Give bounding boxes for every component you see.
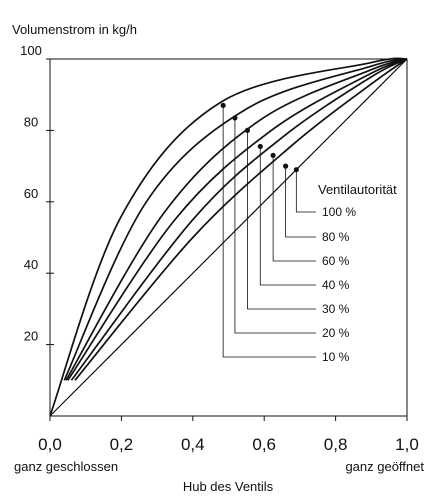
series-label-80: 80 % [322, 230, 350, 244]
y-tick-label: 20 [24, 329, 38, 344]
series-label-100: 100 % [322, 205, 356, 219]
curve-markers [220, 102, 299, 173]
marker-20 [232, 115, 238, 121]
curve-10 [49, 57, 408, 417]
valve-curves [49, 57, 408, 417]
x-tick-label: 0,2 [110, 435, 134, 454]
label-leaders [222, 105, 316, 358]
marker-10 [220, 102, 226, 109]
x-tick-label: 1,0 [395, 435, 419, 454]
series-label-30: 30 % [322, 302, 350, 316]
marker-100 [293, 167, 299, 173]
y-tick-label: 80 [24, 114, 38, 129]
marker-30 [244, 127, 251, 133]
curve-20 [63, 58, 408, 381]
axis-ticks: 0,0 0,2 0,4 0,6 0,8 1,0 20 40 60 80 100 [20, 43, 419, 454]
leader-10 [222, 105, 316, 358]
leader-30 [247, 130, 316, 310]
leader-60 [272, 155, 316, 262]
x-max-note: ganz geöffnet [345, 459, 424, 474]
series-labels: 10 % 20 % 30 % 40 % 60 % 80 % 100 % [322, 205, 356, 364]
series-label-20: 20 % [322, 326, 350, 340]
curve-60 [70, 58, 408, 381]
y-tick-label: 40 [24, 257, 38, 272]
curve-40 [67, 58, 408, 381]
y-tick-label: 100 [20, 43, 42, 58]
marker-80 [283, 163, 289, 169]
x-tick-label: 0,4 [181, 435, 205, 454]
x-axis-label: Hub des Ventils [183, 479, 274, 494]
leader-80 [285, 166, 316, 238]
legend-title: Ventilautorität [318, 182, 397, 197]
curve-30 [65, 58, 408, 381]
y-tick-label: 60 [24, 186, 38, 201]
marker-40 [257, 143, 263, 150]
x-tick-label: 0,0 [38, 435, 62, 454]
leader-100 [295, 169, 316, 213]
curve-100 [49, 58, 408, 417]
x-min-note: ganz geschlossen [14, 459, 118, 474]
plot-frame [49, 58, 408, 417]
leader-40 [259, 146, 316, 286]
series-label-60: 60 % [322, 254, 350, 268]
marker-60 [270, 152, 276, 158]
curve-80 [74, 58, 408, 381]
series-label-10: 10 % [322, 350, 350, 364]
x-tick-label: 0,8 [324, 435, 348, 454]
y-axis-label: Volumenstrom in kg/h [12, 22, 137, 37]
leader-20 [234, 117, 316, 334]
series-label-40: 40 % [322, 278, 350, 292]
x-tick-label: 0,6 [252, 435, 276, 454]
